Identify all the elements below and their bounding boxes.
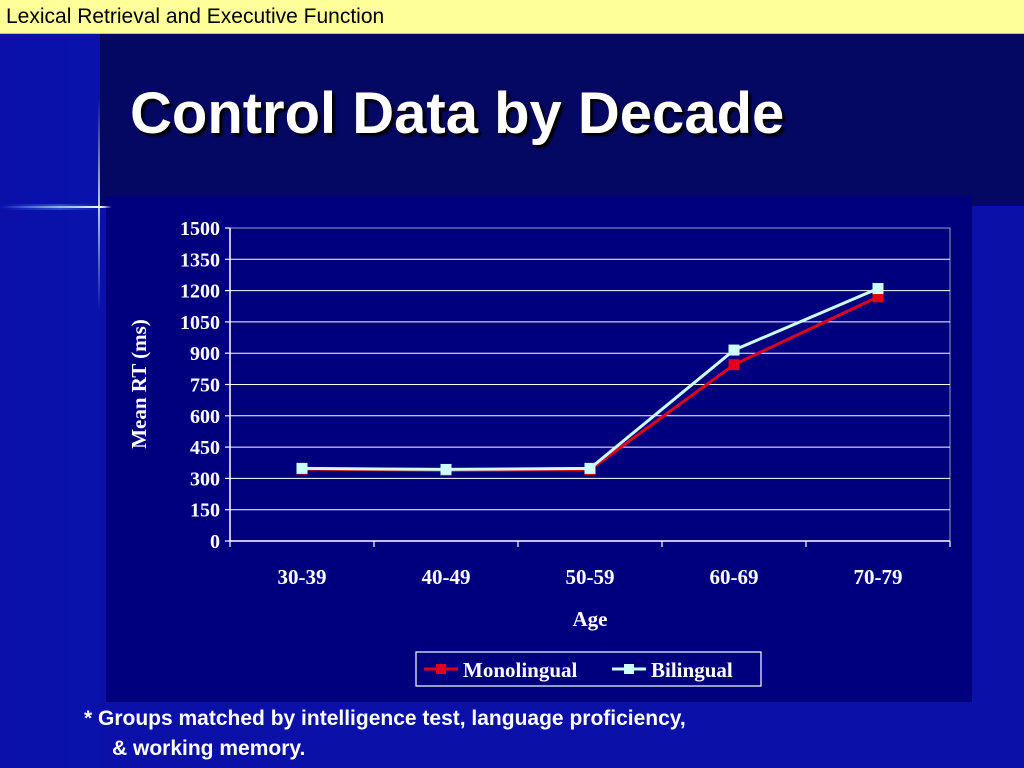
footnote: * Groups matched by intelligence test, l… [84, 704, 686, 764]
legend-monolingual-marker [436, 664, 446, 674]
legend: Monolingual Bilingual [415, 651, 762, 687]
data-point-bilingual [440, 463, 452, 475]
y-tick-label: 0 [210, 531, 220, 553]
grid-lines [230, 258, 950, 511]
y-tick-label: 1200 [180, 281, 220, 303]
legend-box [415, 651, 762, 687]
y-tick-label: 300 [190, 468, 220, 490]
series-line-monolingual [301, 295, 879, 472]
x-tick-label: 40-49 [422, 565, 471, 589]
y-axis-ticks: 0 150 300 450 600 750 900 1050 1200 1350 1500 [180, 218, 230, 553]
chart-panel: 0 150 300 450 600 750 900 1050 1200 1350 1500 30-3… [106, 196, 972, 702]
data-point-monolingual [728, 359, 740, 371]
x-axis-ticks: 30-39 40-49 50-59 60-69 70-79 [229, 541, 951, 589]
legend-monolingual-label: Monolingual [463, 658, 578, 682]
data-point-bilingual [872, 283, 884, 295]
data-point-bilingual [584, 462, 596, 474]
legend-bilingual-label: Bilingual [651, 658, 733, 682]
sparkle-horizontal [0, 206, 112, 208]
legend-bilingual-marker [624, 664, 634, 674]
x-tick-label: 30-39 [278, 565, 327, 589]
y-tick-label: 1050 [180, 312, 220, 334]
header-title: Lexical Retrieval and Executive Function [6, 5, 385, 28]
x-axis-title: Age [573, 607, 608, 631]
x-tick-label: 60-69 [710, 565, 759, 589]
y-tick-label: 450 [190, 437, 220, 459]
left-decor-bar [0, 34, 100, 768]
y-tick-label: 600 [190, 406, 220, 428]
sparkle-vertical [98, 100, 100, 310]
footnote-line-2: & working memory. [112, 737, 306, 760]
x-tick-label: 70-79 [854, 565, 903, 589]
y-tick-label: 1500 [180, 218, 220, 240]
data-point-bilingual [296, 462, 308, 474]
slide-title: Control Data by Decade [130, 81, 785, 146]
header-bar: Lexical Retrieval and Executive Function [0, 0, 1024, 34]
y-tick-label: 900 [190, 343, 220, 365]
footnote-line-1: * Groups matched by intelligence test, l… [84, 707, 686, 730]
series-line-bilingual [301, 287, 879, 471]
y-axis-title: Mean RT (ms) [127, 319, 151, 449]
y-tick-label: 1350 [180, 249, 220, 271]
title-band [0, 34, 1024, 206]
line-chart: 0 150 300 450 600 750 900 1050 1200 1350 1500 30-3… [127, 218, 951, 687]
x-tick-label: 50-59 [566, 565, 615, 589]
data-point-monolingual [872, 291, 884, 303]
data-point-bilingual [728, 344, 740, 356]
series-group [296, 283, 884, 476]
y-tick-label: 750 [190, 375, 220, 397]
y-tick-label: 150 [190, 500, 220, 522]
